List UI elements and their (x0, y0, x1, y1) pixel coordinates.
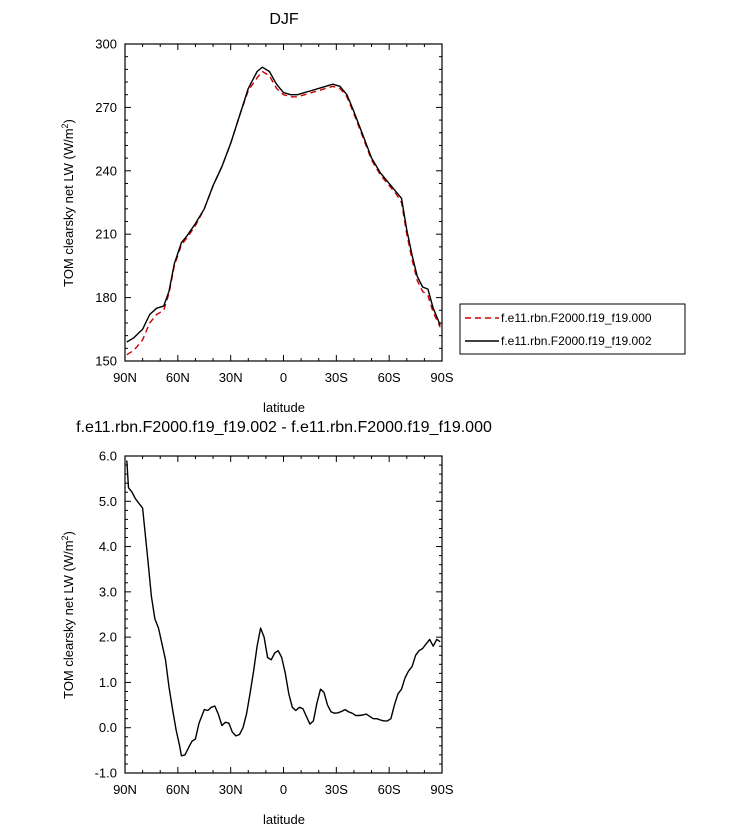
bottom-y-tick-label: 6.0 (99, 449, 117, 464)
bottom-x-tick-label: 30S (325, 782, 348, 797)
top-y-tick-label: 240 (95, 163, 117, 178)
legend-label-series-1: f.e11.rbn.F2000.f19_f19.002 (501, 334, 652, 348)
bottom-y-tick-label: 0.0 (99, 720, 117, 735)
bottom-x-tick-label: 60N (166, 782, 190, 797)
top-series-line-1 (126, 66, 441, 343)
bottom-y-tick-label: -1.0 (95, 766, 117, 781)
top-y-tick-label: 270 (95, 100, 117, 115)
bottom-y-tick-label: 2.0 (99, 630, 117, 645)
top-y-axis-label: TOM clearsky net LW (W/m2) (60, 119, 76, 287)
bottom-x-tick-label: 30N (219, 782, 243, 797)
bottom-panel: f.e11.rbn.F2000.f19_f19.002 - f.e11.rbn.… (60, 419, 492, 827)
bottom-x-tick-label: 90N (113, 782, 137, 797)
top-x-tick-label: 30S (325, 370, 348, 385)
top-x-tick-label: 0 (280, 370, 287, 385)
bottom-x-tick-label: 0 (280, 782, 287, 797)
bottom-y-tick-label: 4.0 (99, 539, 117, 554)
top-panel: DJF 90N 60N 30N 0 30S 60S 90S 150 180 210 240 270 30… (60, 11, 686, 415)
bottom-x-tick-label: 90S (430, 782, 453, 797)
top-x-tick-label: 60S (378, 370, 401, 385)
bottom-y-tick-label: 3.0 (99, 584, 117, 599)
top-x-tick-label: 90S (430, 370, 453, 385)
bottom-x-tick-label: 60S (378, 782, 401, 797)
top-y-tick-label: 300 (95, 37, 117, 52)
top-x-axis-label: latitude (263, 400, 305, 415)
bottom-plot-frame (124, 455, 443, 774)
top-series-line-0 (126, 70, 441, 356)
top-series-lines (126, 66, 441, 356)
bottom-chart-title: f.e11.rbn.F2000.f19_f19.002 - f.e11.rbn.… (76, 419, 492, 436)
top-y-tick-label: 180 (95, 290, 117, 305)
legend-box (459, 303, 686, 355)
top-axis-ticks: 90N 60N 30N 0 30S 60S 90S 150 180 210 240 270 300 (95, 37, 454, 386)
top-y-tick-label: 210 (95, 227, 117, 242)
top-y-tick-label: 150 (95, 354, 117, 369)
bottom-axis-ticks: 90N 60N 30N 0 30S 60S 90S -1.0 0.0 1.0 2.0 3.0 4.0 5.… (95, 449, 454, 798)
bottom-y-tick-label: 1.0 (99, 675, 117, 690)
top-x-tick-label: 90N (113, 370, 137, 385)
bottom-series-line-0 (126, 460, 441, 757)
bottom-series-lines (126, 460, 441, 757)
top-chart-title: DJF (269, 11, 299, 28)
bottom-y-axis-label: TOM clearsky net LW (W/m2) (60, 531, 76, 699)
top-x-tick-label: 60N (166, 370, 190, 385)
legend: f.e11.rbn.F2000.f19_f19.000 f.e11.rbn.F2… (459, 303, 686, 355)
legend-label-series-0: f.e11.rbn.F2000.f19_f19.000 (501, 311, 652, 325)
top-x-tick-label: 30N (219, 370, 243, 385)
bottom-y-tick-label: 5.0 (99, 494, 117, 509)
bottom-x-axis-label: latitude (263, 812, 305, 827)
